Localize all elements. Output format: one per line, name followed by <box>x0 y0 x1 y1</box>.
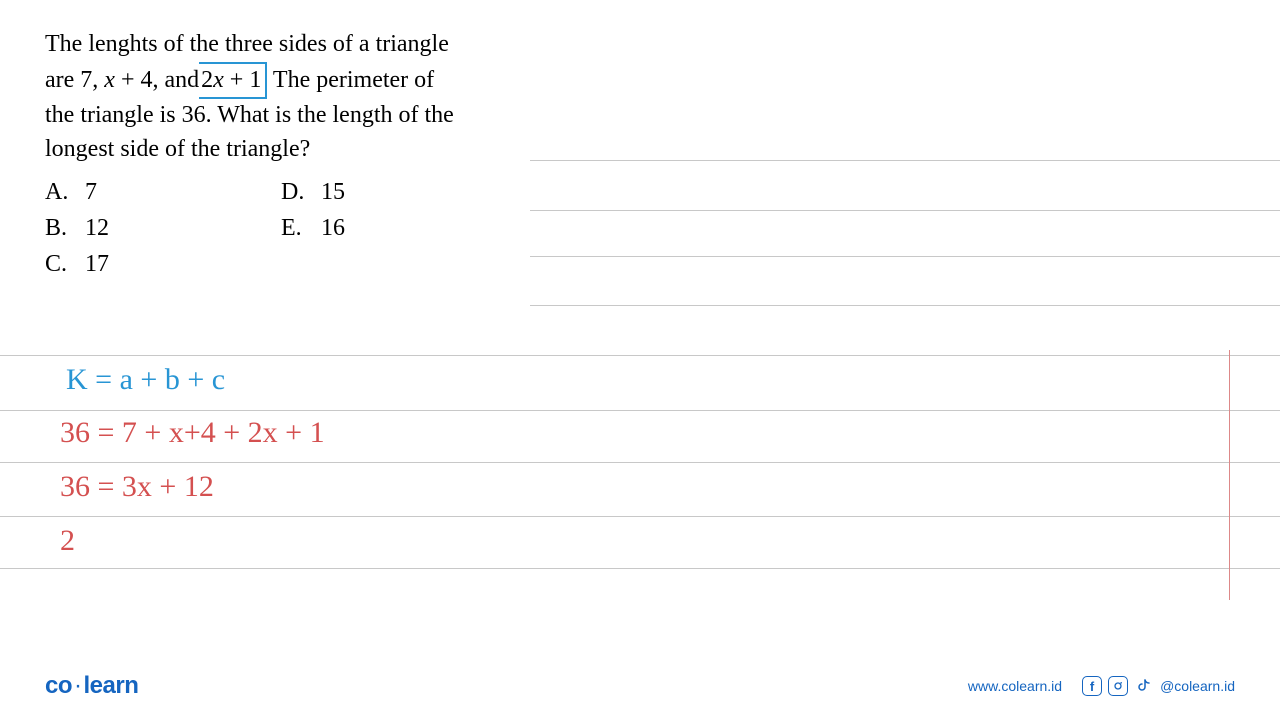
colearn-logo: co·learn <box>45 672 138 700</box>
handwriting-line-2: 36 = 7 + x+4 + 2x + 1 <box>60 416 325 450</box>
question-line-3: the triangle is 36. What is the length o… <box>45 99 525 133</box>
question-line-2: are 7, x + 4, and 2x + 1 The perimeter o… <box>45 62 525 100</box>
margin-line <box>1229 350 1230 600</box>
handwriting-line-1: K = a + b + c <box>66 363 225 397</box>
option-b: B. 12 <box>45 210 281 246</box>
option-c: C. 17 <box>45 246 281 282</box>
handwriting-line-3: 36 = 3x + 12 <box>60 470 214 504</box>
option-e: E. 16 <box>281 210 517 246</box>
answer-options: A. 7 D. 15 B. 12 E. 16 <box>45 174 525 282</box>
option-a: A. 7 <box>45 174 281 210</box>
handwriting-line-4: 2 <box>60 524 75 558</box>
option-d: D. 15 <box>281 174 517 210</box>
question-line-1: The lenghts of the three sides of a tria… <box>45 28 525 62</box>
social-links: f @colearn.id <box>1082 676 1235 696</box>
footer: co·learn www.colearn.id f @colearn.id <box>0 672 1280 700</box>
social-handle: @colearn.id <box>1160 678 1235 694</box>
highlighted-expression: 2x + 1 <box>199 62 267 100</box>
facebook-icon: f <box>1082 676 1102 696</box>
instagram-icon <box>1108 676 1128 696</box>
question-block: The lenghts of the three sides of a tria… <box>45 28 525 282</box>
footer-url: www.colearn.id <box>968 678 1062 694</box>
question-line-4: longest side of the triangle? <box>45 133 525 167</box>
tiktok-icon <box>1134 676 1154 696</box>
